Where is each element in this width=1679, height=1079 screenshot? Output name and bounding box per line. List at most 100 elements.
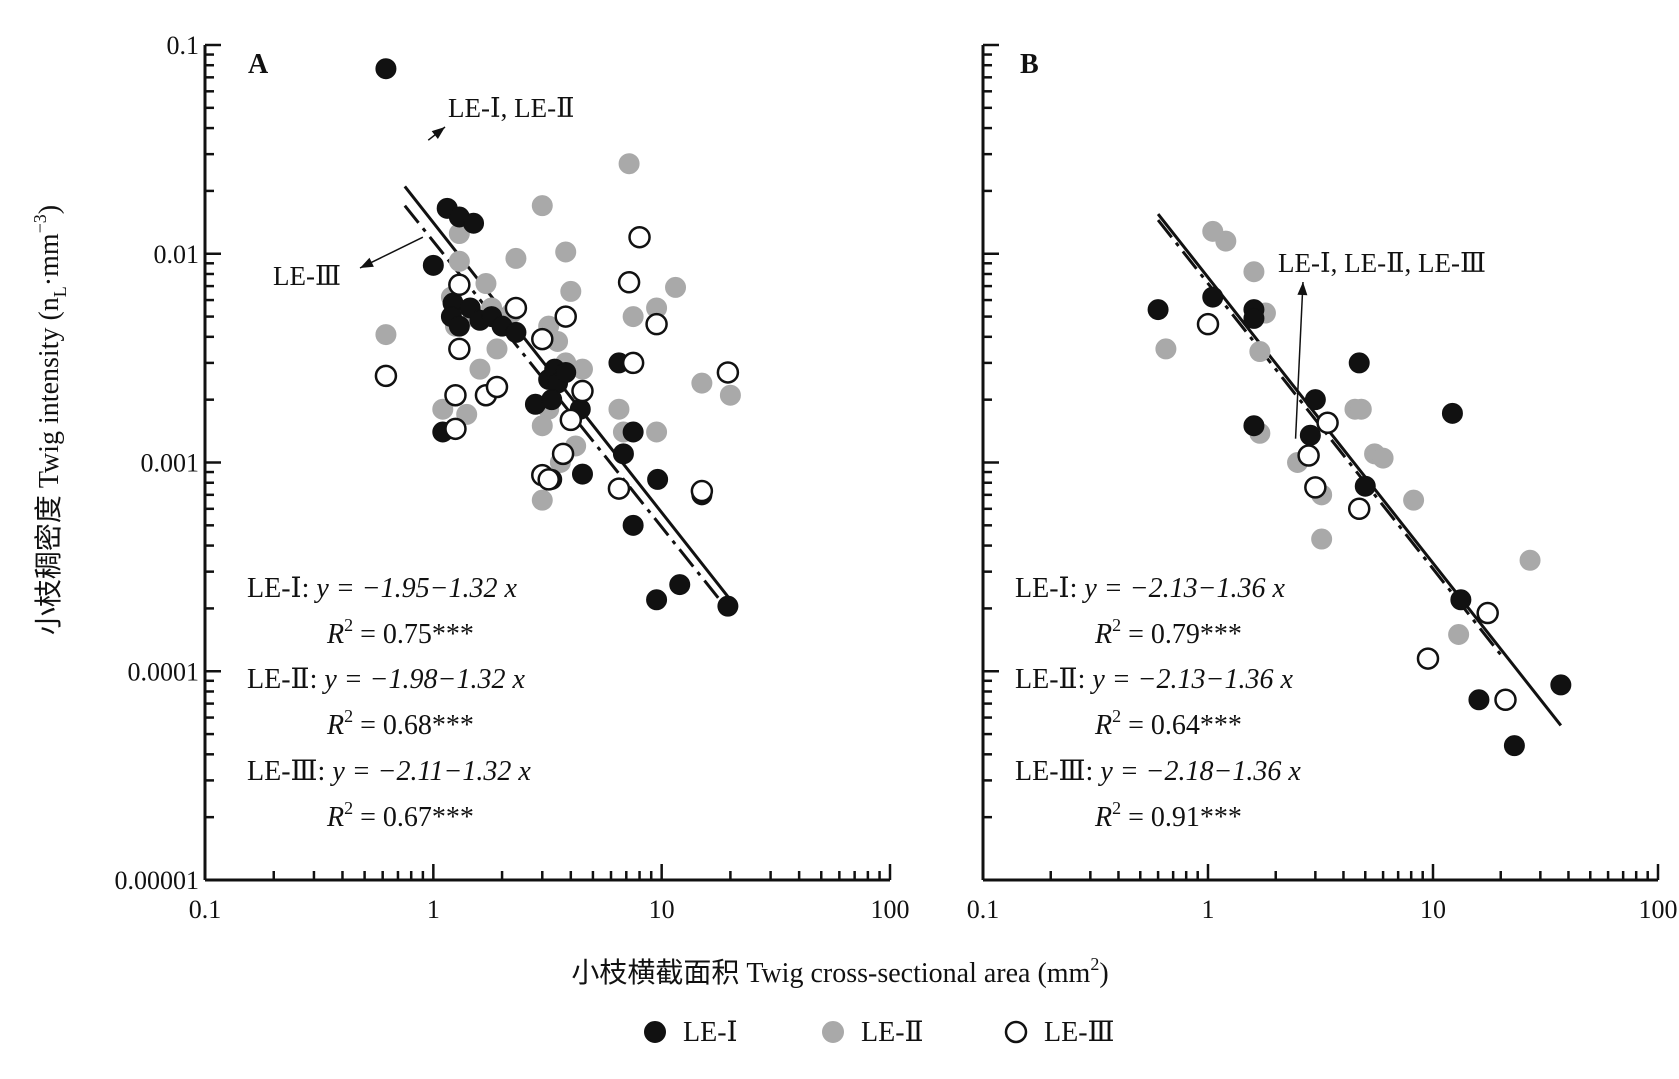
data-point-open <box>1494 688 1517 712</box>
y-tick-label: 0.1 <box>167 31 200 60</box>
regression-equation: LE-Ⅱ: y = −1.98−1.32 x <box>247 664 525 695</box>
data-point-gray <box>618 153 640 175</box>
data-point-gray <box>448 250 470 272</box>
data-point-black <box>717 595 739 617</box>
r-squared: R2 = 0.91*** <box>1094 798 1242 833</box>
annotation-arrow-line <box>1294 281 1304 439</box>
data-point-open <box>690 479 714 503</box>
data-point-black <box>571 463 593 485</box>
data-point-open <box>554 305 577 328</box>
data-point-gray <box>1155 338 1177 360</box>
fit-line <box>1156 213 1563 727</box>
data-point-black <box>1304 389 1326 411</box>
x-tick-label: 0.1 <box>967 895 1000 924</box>
data-point-open <box>504 296 528 320</box>
regression-equation: LE-Ⅱ: y = −2.13−1.36 x <box>1015 664 1293 695</box>
data-point-open <box>448 273 471 297</box>
data-point-gray <box>1350 398 1372 420</box>
data-point-open <box>551 442 575 466</box>
data-point-open <box>607 477 631 500</box>
legend-marker-le1 <box>644 1021 666 1043</box>
x-axis-title: 小枝横截面积 Twig cross-sectional area (mm2) <box>571 954 1108 989</box>
fit-annotation: LE-Ⅰ, LE-Ⅱ, LE-Ⅲ <box>1278 248 1486 278</box>
y-axis-title: 小枝稠密度 Twig intensity (nL·mm−3) <box>30 205 70 635</box>
panel-label: B <box>1020 49 1039 80</box>
r-squared: R2 = 0.68*** <box>326 706 474 741</box>
data-point-open <box>1347 497 1371 521</box>
data-point-black <box>463 212 485 234</box>
data-point-gray <box>1372 447 1394 469</box>
data-point-open <box>531 327 554 351</box>
r-squared: R2 = 0.67*** <box>326 798 474 833</box>
data-point-black <box>1354 475 1376 497</box>
y-tick-label: 0.01 <box>154 240 200 269</box>
legend-label-le2: LE-Ⅱ <box>861 1017 924 1048</box>
data-point-black <box>1550 674 1572 696</box>
y-tick-label: 0.0001 <box>128 657 200 686</box>
data-point-open <box>716 361 740 384</box>
data-point-gray <box>505 247 527 269</box>
data-point-gray <box>469 358 491 380</box>
data-point-open <box>1476 601 1499 625</box>
data-point-gray <box>560 280 582 302</box>
data-point-open <box>617 271 641 294</box>
data-point-gray <box>531 489 553 511</box>
data-point-gray <box>1519 549 1541 571</box>
data-point-black <box>1202 286 1224 308</box>
data-point-gray <box>608 398 630 420</box>
data-point-gray <box>531 195 553 217</box>
data-point-gray <box>622 306 644 328</box>
r-squared: R2 = 0.75*** <box>326 615 474 650</box>
data-point-black <box>448 315 470 337</box>
panel-a: 0.1 1 10 100 0.1 0.01 0.001 0.0001 0.00001 A LE-Ⅰ,… <box>115 31 910 924</box>
annotation-arrow-head <box>431 127 445 139</box>
data-point-gray <box>646 421 668 443</box>
x-tick-label: 0.1 <box>189 895 222 924</box>
x-tick-label: 10 <box>1420 895 1446 924</box>
r-squared: R2 = 0.64*** <box>1094 706 1242 741</box>
y-tick-label: 0.001 <box>141 449 200 478</box>
data-point-open <box>448 337 471 361</box>
data-point-open <box>1316 411 1339 435</box>
data-point-black <box>647 468 669 490</box>
data-point-black <box>1243 307 1265 329</box>
legend-label-le3: LE-Ⅲ <box>1044 1017 1115 1048</box>
data-point-open <box>621 351 645 375</box>
data-point-black <box>1299 424 1321 446</box>
legend-marker-le3 <box>1004 1020 1028 1044</box>
data-point-black <box>669 574 691 596</box>
x-tick-label: 1 <box>1202 895 1215 924</box>
regression-equation: LE-Ⅰ: y = −2.13−1.36 x <box>1015 573 1285 604</box>
x-tick-label: 10 <box>649 895 675 924</box>
data-point-black <box>1243 415 1265 437</box>
data-point-black <box>422 254 444 276</box>
data-point-open <box>1196 312 1220 336</box>
data-point-gray <box>691 372 713 394</box>
panel-label: A <box>248 49 269 80</box>
data-point-gray <box>456 403 478 425</box>
data-point-black <box>1441 402 1463 424</box>
data-point-open <box>645 312 668 336</box>
data-point-gray <box>1448 623 1470 645</box>
data-point-gray <box>531 415 553 437</box>
data-point-open <box>444 417 467 441</box>
data-point-gray <box>375 324 397 346</box>
annotation-arrow-head <box>360 257 374 268</box>
x-tick-label: 1 <box>427 895 440 924</box>
legend-marker-le2 <box>822 1021 844 1043</box>
panel-b: 0.1 1 10 100 B LE-Ⅰ, LE-Ⅱ, LE-Ⅲ LE-Ⅰ: y = −2.1… <box>967 43 1678 924</box>
data-point-black <box>1348 352 1370 374</box>
regression-equation: LE-Ⅲ: y = −2.11−1.32 x <box>247 756 531 787</box>
data-point-open <box>374 364 398 388</box>
data-point-black <box>612 443 634 465</box>
fit-annotation: LE-Ⅲ <box>273 261 341 291</box>
data-point-gray <box>475 273 497 295</box>
data-point-black <box>1503 735 1525 757</box>
data-point-black <box>1468 689 1490 711</box>
data-point-gray <box>486 338 508 360</box>
r-squared: R2 = 0.79*** <box>1094 615 1242 650</box>
data-point-open <box>1297 444 1320 467</box>
data-point-gray <box>555 241 577 263</box>
x-tick-label: 100 <box>871 895 910 924</box>
regression-equation: LE-Ⅰ: y = −1.95−1.32 x <box>247 573 517 604</box>
